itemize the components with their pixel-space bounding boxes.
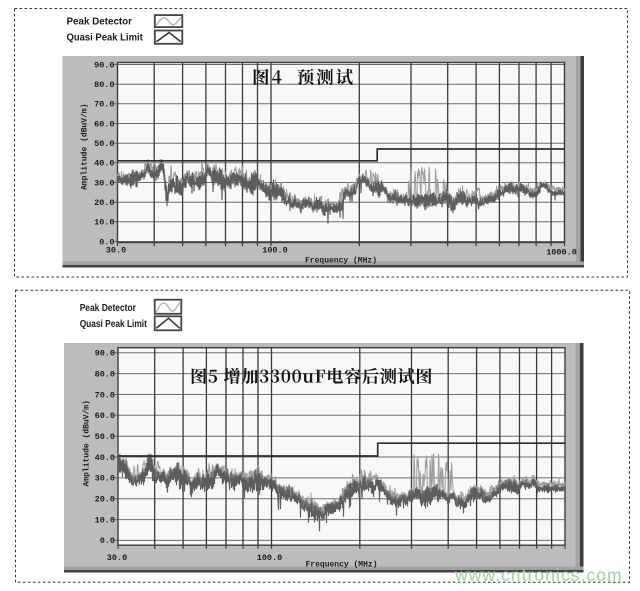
svg-text:90.0: 90.0 bbox=[94, 60, 114, 70]
svg-text:40.0: 40.0 bbox=[94, 159, 114, 169]
svg-text:0.0: 0.0 bbox=[99, 237, 114, 247]
svg-text:80.0: 80.0 bbox=[94, 80, 114, 90]
svg-text:40.0: 40.0 bbox=[95, 453, 115, 463]
svg-text:100.0: 100.0 bbox=[262, 245, 288, 255]
svg-text:30.0: 30.0 bbox=[107, 553, 127, 563]
svg-text:70.0: 70.0 bbox=[94, 100, 114, 110]
svg-text:60.0: 60.0 bbox=[95, 411, 115, 421]
svg-text:100.0: 100.0 bbox=[257, 553, 283, 563]
svg-text:20.0: 20.0 bbox=[94, 198, 114, 208]
svg-text:90.0: 90.0 bbox=[95, 349, 115, 359]
svg-text:10.0: 10.0 bbox=[95, 515, 115, 525]
svg-text:Frequency (MHz): Frequency (MHz) bbox=[305, 256, 377, 265]
svg-text:0.0: 0.0 bbox=[100, 536, 115, 546]
svg-text:70.0: 70.0 bbox=[95, 390, 115, 400]
svg-text:Peak Detector: Peak Detector bbox=[80, 303, 136, 314]
svg-text:20.0: 20.0 bbox=[95, 495, 115, 505]
svg-text:Quasi Peak Limit: Quasi Peak Limit bbox=[67, 32, 144, 44]
svg-text:www.cntronics.com: www.cntronics.com bbox=[454, 565, 623, 585]
svg-text:50.0: 50.0 bbox=[94, 139, 114, 149]
svg-text:10.0: 10.0 bbox=[94, 218, 114, 228]
svg-text:Amplitude (dBuV/m): Amplitude (dBuV/m) bbox=[82, 400, 91, 486]
svg-text:30.0: 30.0 bbox=[106, 245, 126, 255]
svg-text:30.0: 30.0 bbox=[94, 178, 114, 188]
svg-text:60.0: 60.0 bbox=[94, 119, 114, 129]
svg-text:Quasi Peak Limit: Quasi Peak Limit bbox=[80, 319, 148, 330]
svg-text:Amplitude (dBuV/m): Amplitude (dBuV/m) bbox=[81, 103, 90, 189]
svg-text:1000.0: 1000.0 bbox=[546, 247, 577, 257]
svg-text:Peak Detector: Peak Detector bbox=[67, 16, 133, 28]
svg-text:50.0: 50.0 bbox=[95, 432, 115, 442]
svg-text:80.0: 80.0 bbox=[95, 369, 115, 379]
svg-text:30.0: 30.0 bbox=[95, 474, 115, 484]
svg-text:Frequency (MHz): Frequency (MHz) bbox=[305, 561, 377, 570]
